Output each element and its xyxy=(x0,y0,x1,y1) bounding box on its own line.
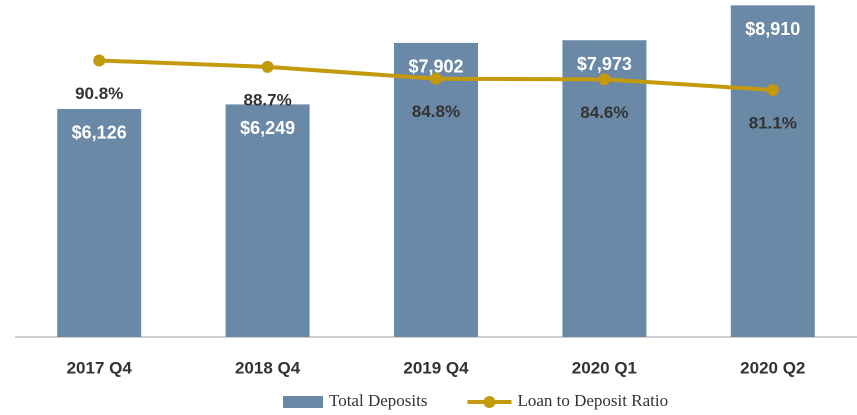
legend-swatch xyxy=(283,396,323,408)
bar xyxy=(394,42,478,338)
line-point xyxy=(598,73,611,86)
bar-label: $7,973 xyxy=(577,54,632,74)
x-tick-label: 2020 Q2 xyxy=(740,358,805,377)
bar-label: $6,126 xyxy=(72,123,127,143)
x-tick-label: 2020 Q1 xyxy=(572,358,637,377)
x-tick-label: 2017 Q4 xyxy=(67,358,133,377)
bar-label: $6,249 xyxy=(240,118,295,138)
legend-label: Total Deposits xyxy=(329,391,427,410)
bar xyxy=(730,5,815,337)
line-label: 84.6% xyxy=(580,103,628,122)
bar-label: $7,902 xyxy=(408,57,463,77)
x-tick-label: 2018 Q4 xyxy=(235,358,301,377)
line-point xyxy=(766,84,779,97)
bar xyxy=(562,40,647,337)
line-point xyxy=(93,54,106,67)
line-label: 84.8% xyxy=(412,102,460,121)
bar xyxy=(225,104,310,337)
line-label: 81.1% xyxy=(749,113,797,132)
line-label: 90.8% xyxy=(75,84,123,103)
legend-swatch-dot xyxy=(483,396,496,408)
bar-label: $8,910 xyxy=(745,19,800,39)
line-point xyxy=(261,60,274,73)
bar xyxy=(57,108,142,337)
line-point xyxy=(430,72,442,85)
x-tick-label: 2019 Q4 xyxy=(403,358,469,377)
legend-label: Loan to Deposit Ratio xyxy=(517,391,668,410)
line-label: 88.7% xyxy=(243,90,291,109)
